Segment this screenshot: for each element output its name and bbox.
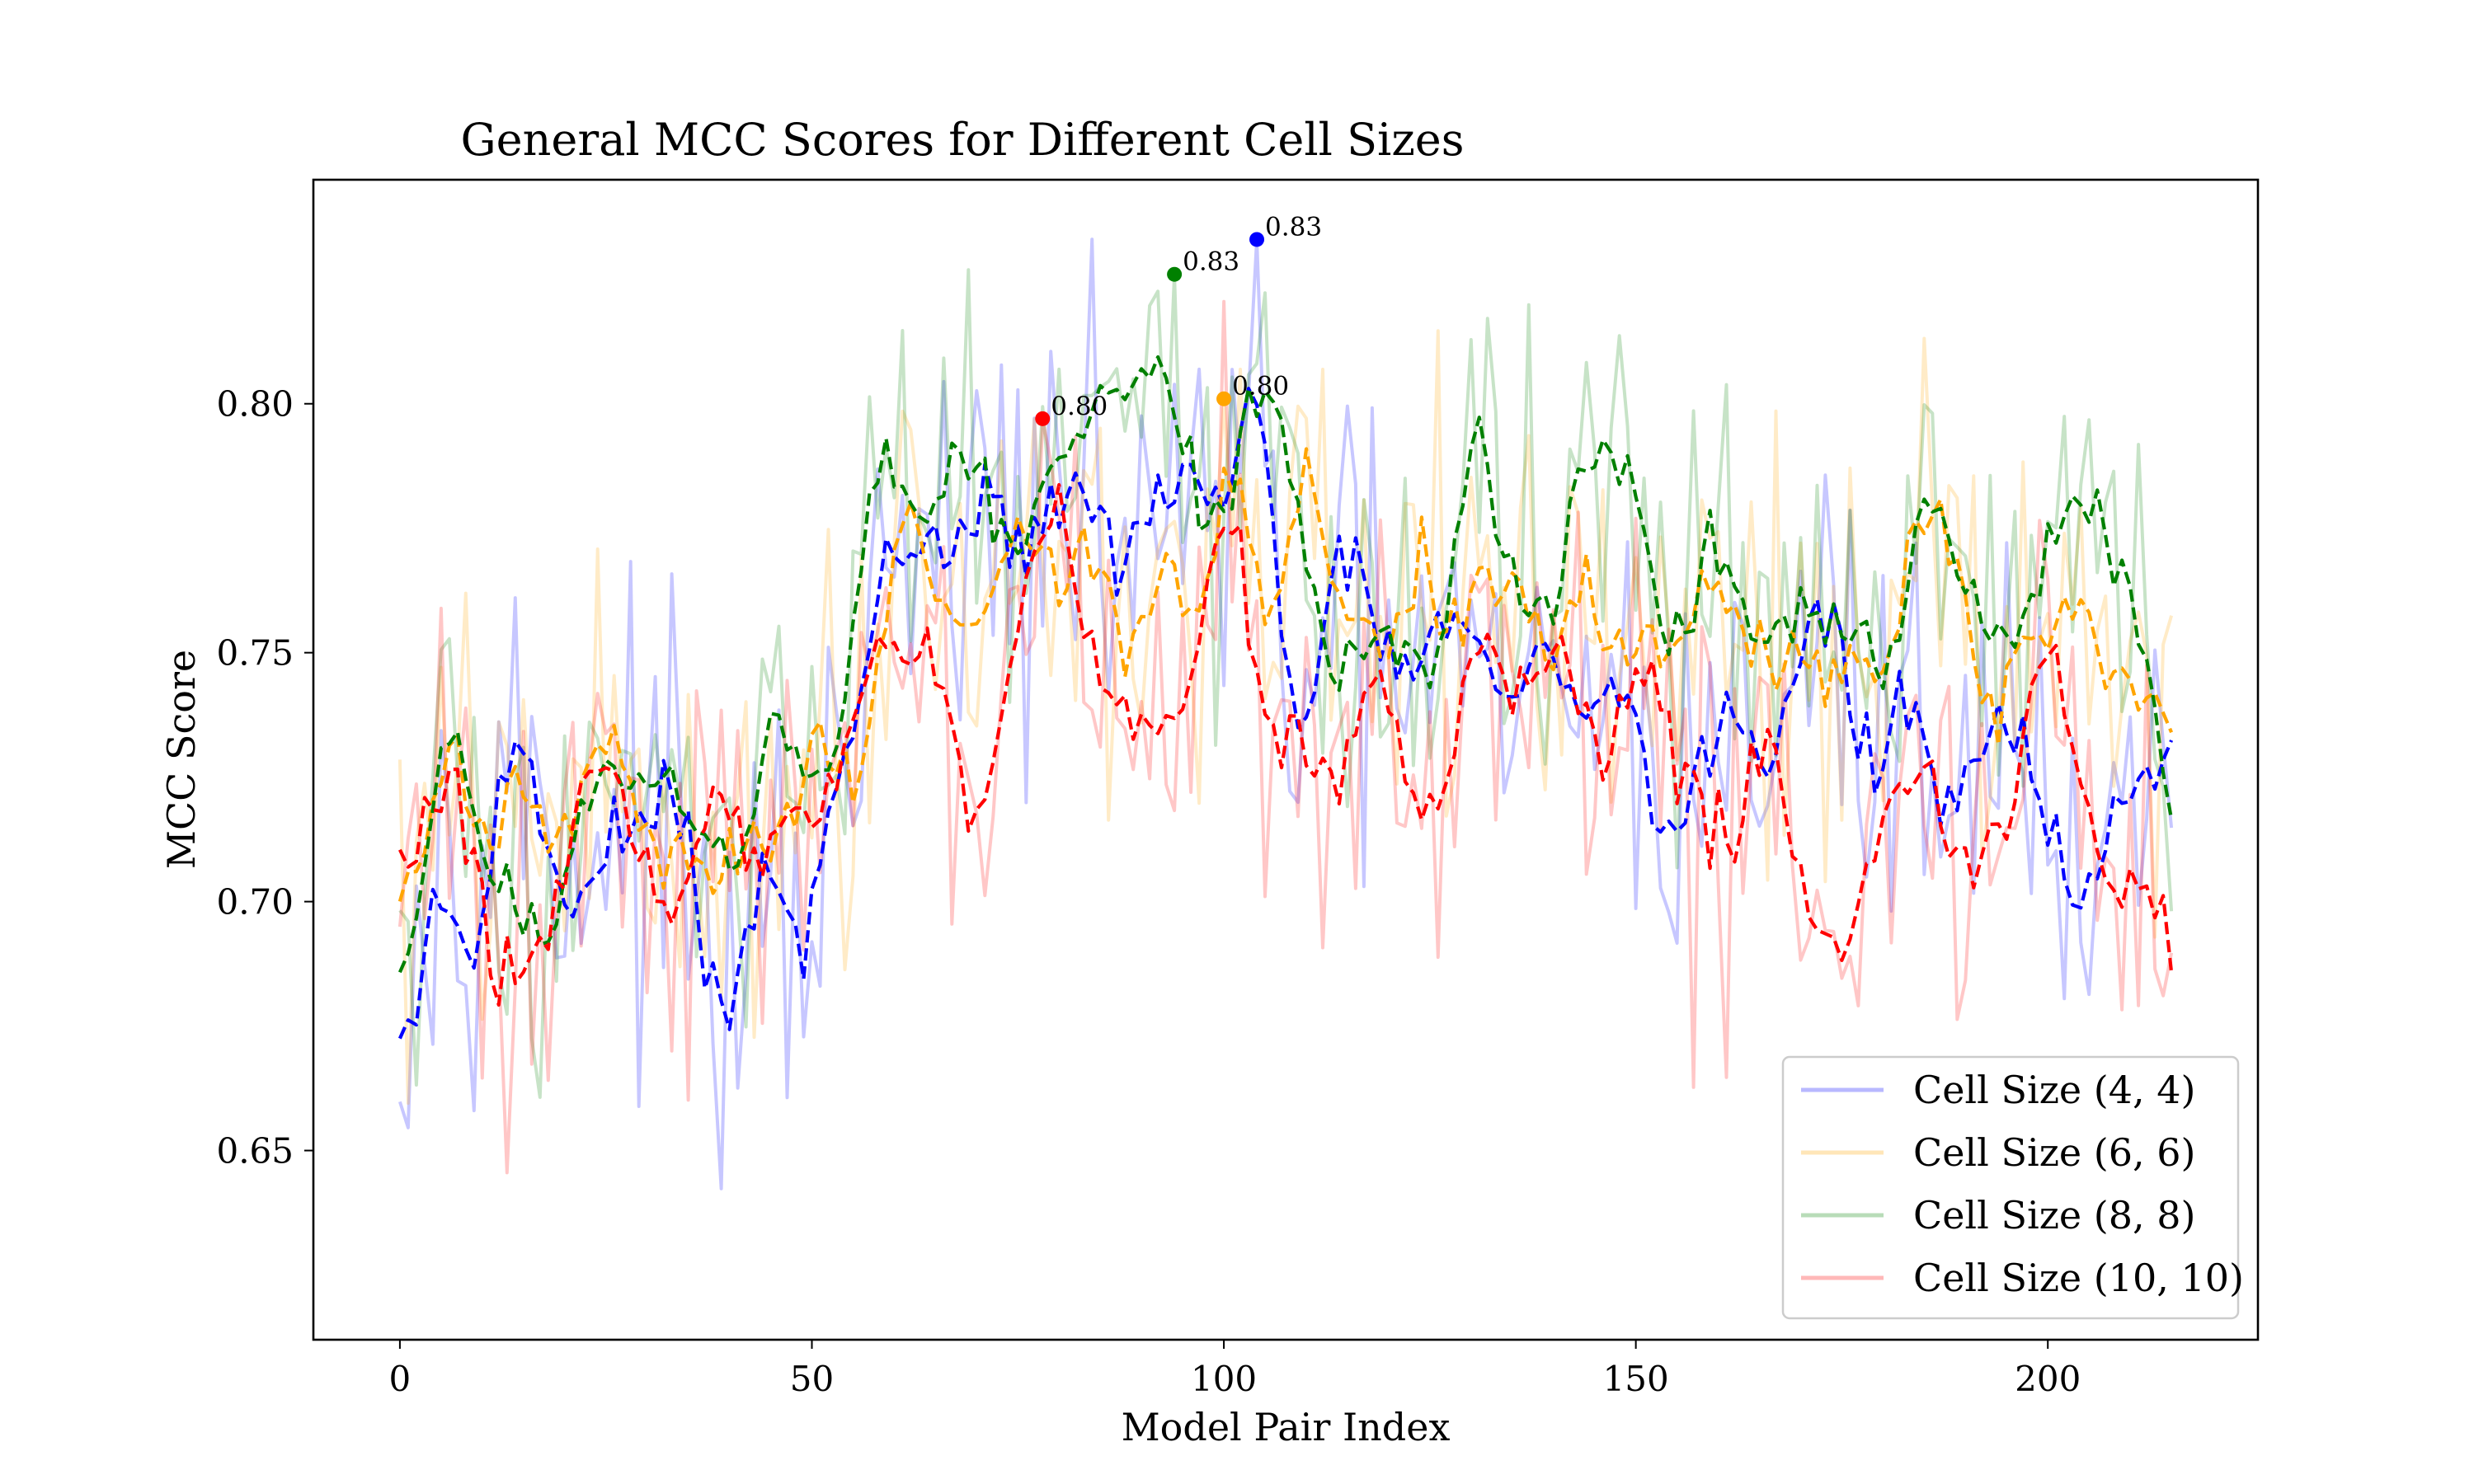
series-3-peak-label: 0.83 xyxy=(1183,247,1239,277)
plot-frame xyxy=(312,178,2260,1341)
series-2-raw-line xyxy=(397,329,2174,1106)
x-tick-label: 0 xyxy=(389,1359,412,1399)
legend-frame xyxy=(1781,1055,2240,1320)
x-axis-label: Model Pair Index xyxy=(1122,1405,1451,1449)
x-tick-label: 50 xyxy=(790,1359,834,1399)
series-1-peak-label: 0.83 xyxy=(1265,212,1322,242)
series-1-raw-line xyxy=(397,237,2174,1190)
peak-markers: 0.83 0.80 0.83 0.80 xyxy=(1035,212,1322,426)
series-3-smoothed-line xyxy=(397,355,2174,974)
legend-label-2: Cell Size (6, 6) xyxy=(1913,1130,2195,1175)
chart-title: General MCC Scores for Different Cell Si… xyxy=(461,114,1465,166)
y-tick-label: 0.75 xyxy=(216,633,294,674)
legend: Cell Size (4, 4) Cell Size (6, 6) Cell Siz… xyxy=(1781,1055,2244,1320)
legend-label-3: Cell Size (8, 8) xyxy=(1913,1193,2195,1237)
series-4-smoothed-line xyxy=(398,482,2174,1007)
y-tick-label: 0.65 xyxy=(216,1131,294,1172)
raw-lines xyxy=(397,237,2174,1190)
series-2-smoothed-line xyxy=(397,447,2174,902)
series-4-raw-line xyxy=(397,299,2174,1175)
axes: 0 50 100 150 200 0.65 0.70 0.75 0.80 xyxy=(216,384,2081,1399)
legend-label-1: Cell Size (4, 4) xyxy=(1913,1068,2195,1112)
legend-label-4: Cell Size (10, 10) xyxy=(1913,1256,2244,1300)
series-1-peak-point xyxy=(1249,232,1265,247)
series-4-peak-point xyxy=(1035,411,1051,426)
y-axis-label: MCC Score xyxy=(159,650,204,869)
series-2-peak-point xyxy=(1216,391,1232,406)
plot-area: 0.83 0.80 0.83 0.80 xyxy=(397,212,2174,1190)
smoothed-lines xyxy=(397,355,2174,1040)
x-tick-label: 150 xyxy=(1603,1359,1669,1399)
series-2-peak-label: 0.80 xyxy=(1232,372,1289,402)
y-tick-label: 0.70 xyxy=(216,882,294,923)
y-tick-label: 0.80 xyxy=(216,384,294,425)
x-tick-label: 100 xyxy=(1191,1359,1257,1399)
series-3-peak-point xyxy=(1167,266,1183,282)
series-3-raw-line xyxy=(398,268,2174,1099)
series-4-peak-label: 0.80 xyxy=(1051,392,1108,421)
series-1-smoothed-line xyxy=(397,387,2174,1040)
x-tick-label: 200 xyxy=(2015,1359,2081,1399)
